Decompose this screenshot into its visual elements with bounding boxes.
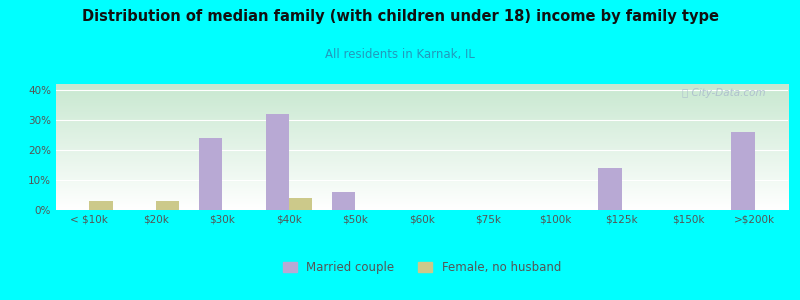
Bar [90,201,113,210]
Text: ⓘ City-Data.com: ⓘ City-Data.com [682,88,766,98]
Bar [731,132,754,210]
Bar [598,168,622,210]
Text: All residents in Karnak, IL: All residents in Karnak, IL [325,48,475,61]
Bar [289,198,312,210]
Bar [199,138,222,210]
Bar [332,192,355,210]
Text: Distribution of median family (with children under 18) income by family type: Distribution of median family (with chil… [82,9,718,24]
Bar [266,114,289,210]
Bar [156,201,179,210]
Legend: Married couple, Female, no husband: Married couple, Female, no husband [278,256,566,279]
